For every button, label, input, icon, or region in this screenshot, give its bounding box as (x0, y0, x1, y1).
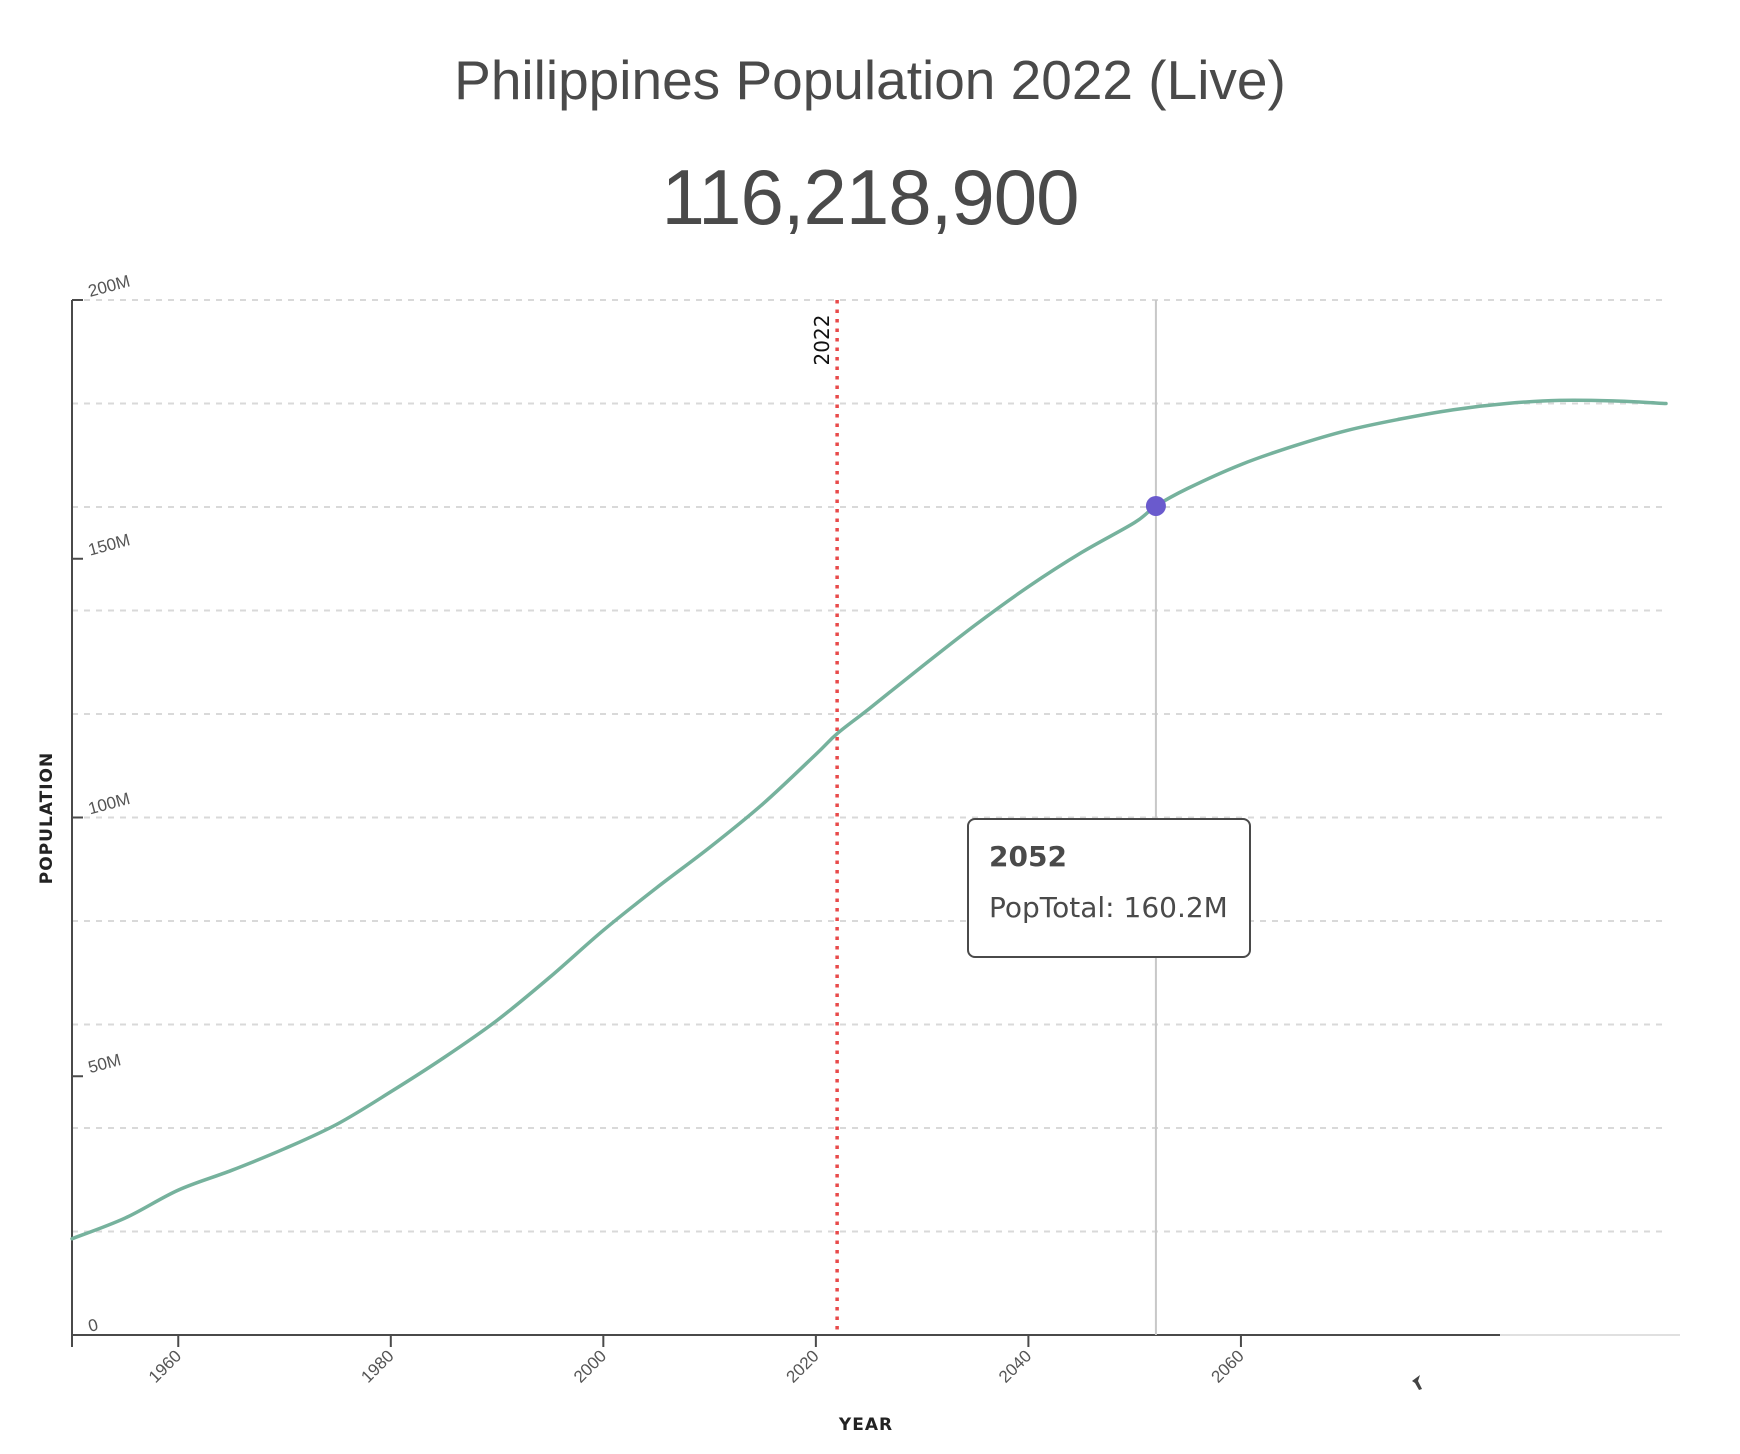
x-ticks: 1960 1980 2000 2020 2040 2060 (71, 1335, 1248, 1387)
tooltip-year: 2052 (989, 840, 1067, 873)
current-year-marker-label: 2022 (810, 315, 834, 366)
cursor-icon (1412, 1375, 1422, 1390)
x-axis-title: YEAR (838, 1415, 893, 1435)
page-title: Philippines Population 2022 (Live) (454, 49, 1286, 111)
y-tick-label: 0 (86, 1315, 100, 1336)
y-axis-title: POPULATION (37, 752, 57, 884)
x-tick-label: 2020 (783, 1346, 823, 1386)
x-tick-label: 2000 (570, 1346, 610, 1386)
tooltip-value: PopTotal: 160.2M (989, 891, 1228, 924)
x-tick-label: 1980 (357, 1346, 397, 1386)
y-tick-label: 200M (86, 272, 132, 301)
y-ticks: 0 50M 100M 150M 200M (72, 272, 132, 1336)
live-population-counter: 116,218,900 (661, 153, 1080, 241)
y-tick-label: 50M (86, 1050, 123, 1077)
x-tick-label: 2040 (995, 1346, 1035, 1386)
y-tick-label: 100M (86, 789, 132, 818)
x-tick-label: 2060 (1208, 1346, 1248, 1386)
x-tick-label: 1960 (145, 1346, 185, 1386)
grid-lines (72, 299, 1666, 1233)
chart-tooltip: 2052 PopTotal: 160.2M (967, 818, 1251, 958)
hover-point[interactable] (1145, 495, 1166, 516)
y-tick-label: 150M (86, 530, 132, 559)
population-line[interactable] (70, 398, 1668, 1241)
